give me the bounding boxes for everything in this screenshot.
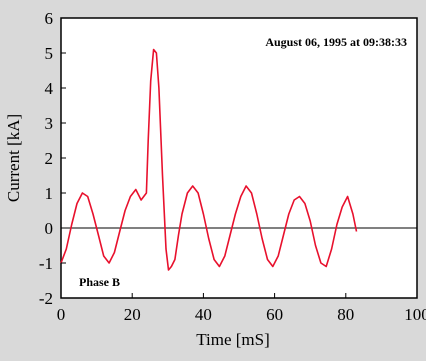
x-tick-label: 40 — [195, 305, 212, 324]
x-tick-label: 0 — [57, 305, 66, 324]
y-tick-label: -1 — [39, 254, 53, 273]
series-label-phase-b: Phase B — [79, 275, 120, 289]
series-layer — [60, 48, 358, 271]
series-line-phase-b — [60, 48, 358, 271]
y-tick-label: 6 — [45, 9, 54, 28]
x-tick-label: 80 — [337, 305, 354, 324]
x-axis-label: Time [mS] — [196, 330, 270, 349]
y-tick-label: 0 — [45, 219, 54, 238]
x-tick-label: 20 — [124, 305, 141, 324]
y-tick-label: 5 — [45, 44, 54, 63]
y-tick-label: 2 — [45, 149, 54, 168]
x-tick-label: 100 — [404, 305, 426, 324]
x-tick-label: 60 — [266, 305, 283, 324]
y-tick-label: -2 — [39, 289, 53, 308]
y-tick-label: 3 — [45, 114, 54, 133]
timestamp-annotation: August 06, 1995 at 09:38:33 — [265, 35, 407, 49]
y-tick-label: 1 — [45, 184, 54, 203]
plot-area — [60, 17, 418, 299]
y-tick-label: 4 — [45, 79, 54, 98]
y-axis-label: Current [kA] — [4, 114, 23, 202]
